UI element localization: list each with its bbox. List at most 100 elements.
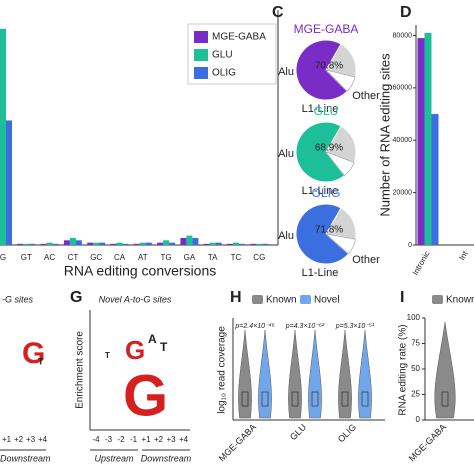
x-tick-label: CT <box>68 253 79 262</box>
y-tick-label: 20000 <box>393 189 413 196</box>
bar <box>262 243 269 245</box>
box <box>341 391 349 407</box>
bar <box>87 242 94 245</box>
x-tick-label: +1 <box>2 435 12 444</box>
x-tick-label: CG <box>253 253 265 262</box>
bar <box>6 120 12 245</box>
logo-letter: T <box>38 356 44 366</box>
bar <box>122 243 129 245</box>
violin <box>434 321 456 419</box>
y-tick-label: 40000 <box>393 137 413 144</box>
legend-label: Novel <box>314 295 340 306</box>
pie-label: L1-Line <box>302 185 339 197</box>
logo-letter: G <box>22 337 45 370</box>
bar <box>75 240 82 245</box>
box <box>261 391 269 407</box>
bar <box>227 243 233 245</box>
pie-label: Other <box>352 90 380 102</box>
legend-swatch <box>432 295 443 304</box>
bar <box>192 237 199 245</box>
pie-value-label: 71.8% <box>315 225 343 236</box>
box <box>241 391 249 407</box>
logo-letter: T <box>105 351 110 360</box>
legend-swatch <box>194 67 208 79</box>
logo-letter: A <box>148 332 157 346</box>
x-tick-label: -4 <box>92 435 100 444</box>
y-axis-label: Number of RNA editing sites <box>377 53 392 217</box>
bar <box>23 243 30 245</box>
bar <box>63 240 70 245</box>
x-tick-label: +3 <box>26 435 36 444</box>
y-axis-label: Enrichment score <box>75 331 86 409</box>
y-tick-label: 75 <box>411 339 420 348</box>
pie-value-label: 68.9% <box>315 143 343 154</box>
pie-slice <box>295 203 350 265</box>
box <box>441 391 449 407</box>
pie-l1-wedge <box>325 69 356 92</box>
x-tick-label: G <box>0 253 6 262</box>
x-tick-label: +4 <box>38 435 48 444</box>
violin <box>238 329 252 419</box>
violin <box>358 329 372 419</box>
bar <box>40 243 47 245</box>
bar <box>52 243 59 245</box>
x-tick-label: -2 <box>117 435 125 444</box>
x-tick-label: TG <box>161 253 172 262</box>
x-tick-label: -3 <box>105 435 113 444</box>
bar <box>424 32 432 245</box>
bar <box>93 242 100 245</box>
y-axis-label: RNA editing rate (%) <box>398 324 409 415</box>
x-tick-label: -1 <box>130 435 138 444</box>
box <box>291 391 299 407</box>
bar <box>431 114 439 245</box>
pie-title: GLU <box>314 104 339 118</box>
logo-letter: T <box>160 340 168 354</box>
legend-swatch <box>194 31 208 43</box>
bar <box>203 243 210 245</box>
pie-title: MGE-GABA <box>294 22 359 36</box>
bar <box>157 242 164 245</box>
p-value: p=4.3×10⁻⁶² <box>285 323 325 330</box>
bar <box>110 243 117 245</box>
p-value: p=5.3×10⁻⁵¹ <box>335 323 375 330</box>
x-tick-label: +3 <box>166 435 176 444</box>
box <box>361 391 369 407</box>
legend-swatch <box>252 295 263 304</box>
legend-label: GLU <box>212 50 233 61</box>
bar <box>29 243 36 245</box>
bar <box>186 235 193 245</box>
bar <box>116 242 123 245</box>
x-tick-label: +1 <box>141 435 151 444</box>
bar <box>163 240 170 245</box>
x-tick-label: AT <box>138 253 148 262</box>
x-tick-label: TA <box>208 253 218 262</box>
y-tick-label: 50 <box>411 364 420 373</box>
panel-letter: D <box>400 4 412 21</box>
bar <box>139 242 146 245</box>
legend-label: Known <box>446 295 474 306</box>
bar <box>239 243 245 245</box>
bar <box>180 237 187 245</box>
y-tick-label: 25 <box>411 390 420 399</box>
x-tick-label: AC <box>44 253 55 262</box>
x-tick-label: CA <box>114 253 126 262</box>
x-tick-label: +2 <box>154 435 164 444</box>
violin <box>258 329 272 419</box>
pie-value-label: 70.8% <box>315 61 343 72</box>
violin <box>338 329 352 419</box>
legend-label: MGE-GABA <box>212 32 266 43</box>
bar <box>145 242 152 245</box>
legend-swatch <box>194 49 208 61</box>
pie-slice <box>295 121 346 183</box>
x-tick-label: MGE-GABA <box>217 422 258 463</box>
x-axis-label: Downstream <box>141 453 192 463</box>
legend-swatch <box>300 295 311 304</box>
bar <box>209 242 216 245</box>
x-axis-label: RNA editing conversions <box>64 263 217 279</box>
logo-letter: G <box>125 335 145 365</box>
legend-label: OLIG <box>212 68 236 79</box>
pie-label: L1-Line <box>302 103 339 115</box>
violin <box>288 329 302 419</box>
x-tick-label: TC <box>231 253 242 262</box>
